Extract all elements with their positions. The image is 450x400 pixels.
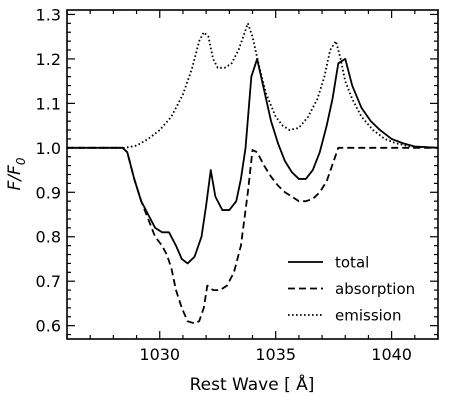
- legend-label-absorption: absorption: [335, 280, 415, 298]
- y-tick-label: 1.0: [36, 139, 61, 158]
- x-tick-label: 1030: [139, 345, 180, 364]
- series-line-emission: [67, 22, 439, 149]
- y-tick-label: 1.3: [36, 5, 61, 24]
- legend-label-emission: emission: [335, 307, 402, 325]
- y-axis-label-main: F/F: [5, 165, 25, 191]
- x-axis-label: Rest Wave [ Å]: [190, 373, 315, 395]
- tick-labels: 1030 1035 1040 0.6 0.7 0.8 0.9 1.0 1.1 1.2 1.3: [36, 5, 412, 364]
- plot-frame: [66, 9, 439, 340]
- y-tick-label: 0.9: [36, 183, 61, 202]
- y-axis-label-subscript: 0: [14, 157, 28, 165]
- x-tick-label: 1040: [371, 345, 412, 364]
- series-line-absorption: [67, 146, 438, 325]
- legend: total absorption emission: [288, 254, 415, 325]
- x-tick-label: 1035: [255, 345, 296, 364]
- legend-label-total: total: [335, 254, 369, 272]
- series-line-total: [67, 58, 439, 265]
- y-tick-label: 0.7: [36, 272, 61, 291]
- y-tick-label: 1.1: [36, 94, 61, 113]
- y-tick-label: 0.8: [36, 228, 61, 247]
- y-tick-label: 0.6: [36, 317, 61, 336]
- y-tick-label: 1.2: [36, 50, 61, 69]
- y-axis-label: F/F0: [5, 157, 28, 190]
- plot-lines: [67, 22, 439, 325]
